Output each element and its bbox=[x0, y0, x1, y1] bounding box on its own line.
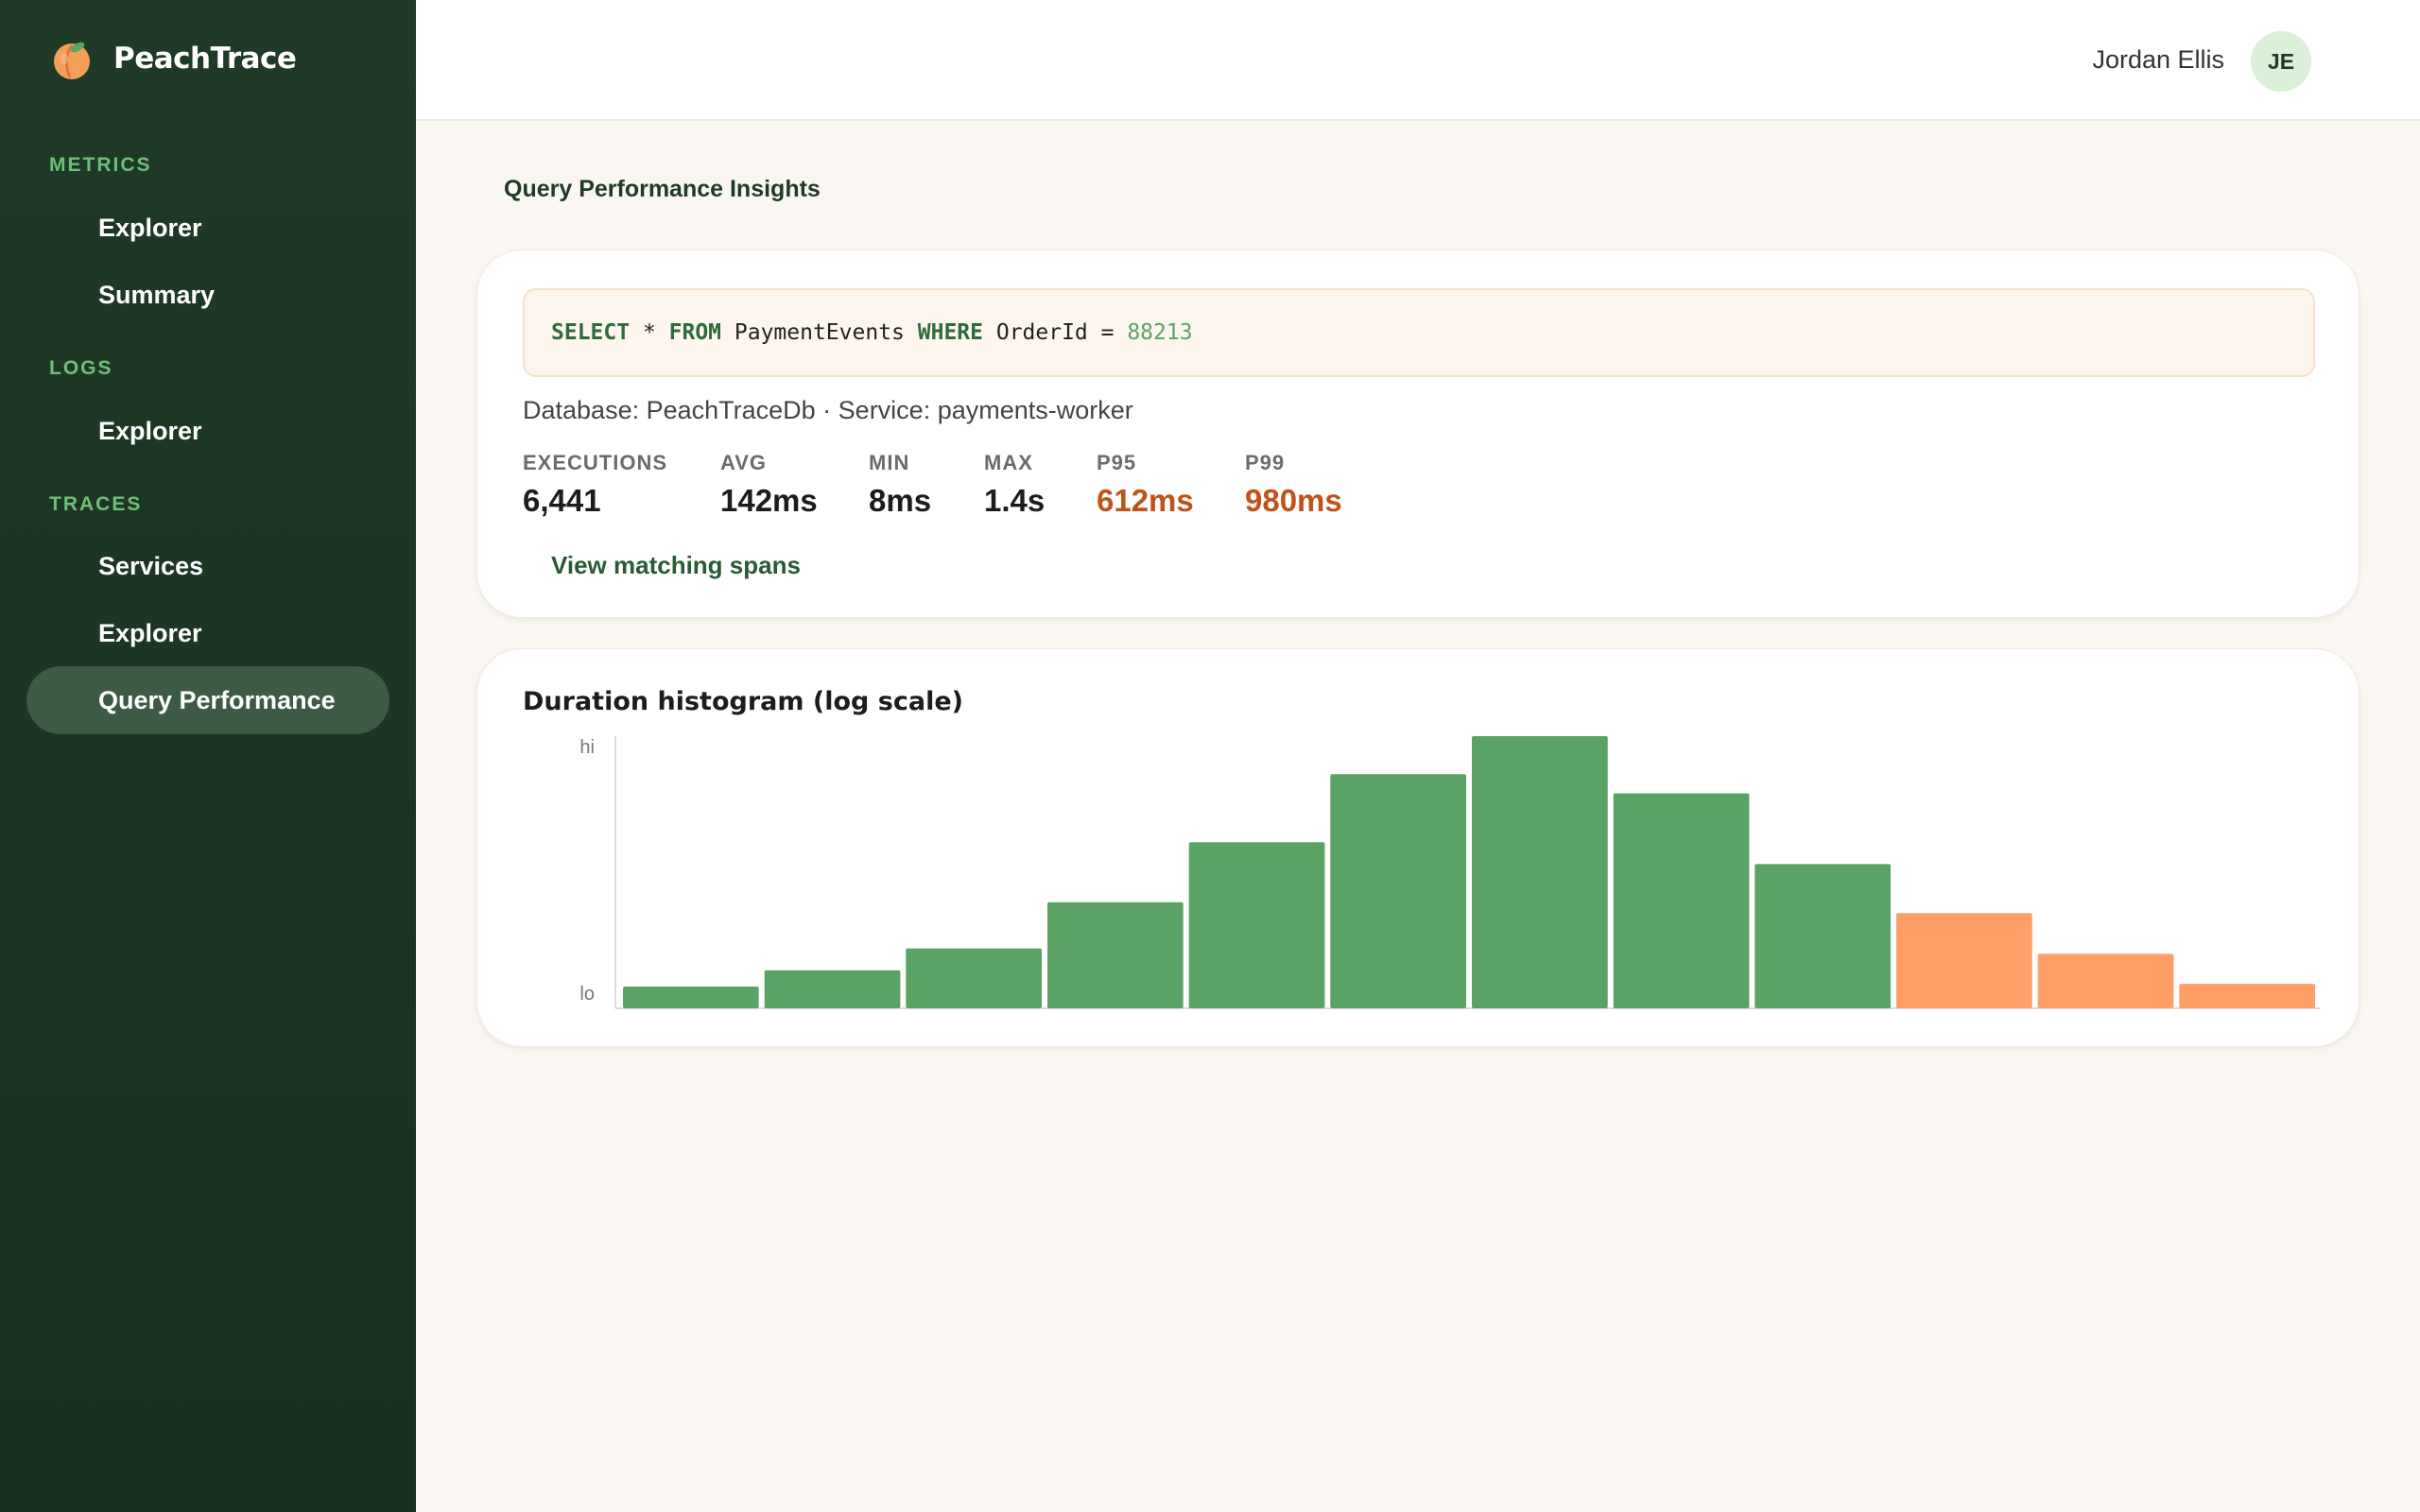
user-name[interactable]: Jordan Ellis bbox=[2092, 45, 2224, 74]
sidebar-item-query-performance[interactable]: Query Performance bbox=[26, 666, 389, 734]
stat-value: 8ms bbox=[869, 483, 932, 518]
histogram-title: Duration histogram (log scale) bbox=[523, 687, 963, 716]
sidebar-item-logs-explorer[interactable]: Explorer bbox=[98, 416, 202, 445]
stat-value: 980ms bbox=[1245, 483, 1342, 518]
histogram-bar[interactable] bbox=[1472, 736, 1608, 1008]
sql-number: 88213 bbox=[1127, 320, 1193, 345]
stat-label: MAX bbox=[984, 451, 1033, 474]
histogram-bar[interactable] bbox=[1754, 864, 1891, 1008]
stat-executions: EXECUTIONS 6,441 bbox=[523, 451, 667, 519]
sidebar-item-traces-services[interactable]: Services bbox=[98, 551, 204, 580]
sql-keyword: FROM bbox=[668, 320, 722, 345]
sql-text: * bbox=[630, 320, 669, 345]
histogram-bar-tail[interactable] bbox=[2037, 954, 2174, 1008]
brand[interactable]: PeachTrace bbox=[49, 36, 297, 81]
avatar[interactable]: JE bbox=[2251, 31, 2311, 92]
histogram-bar-tail[interactable] bbox=[1896, 913, 2032, 1008]
query-context: Database: PeachTraceDb · Service: paymen… bbox=[523, 396, 1133, 424]
stat-label: EXECUTIONS bbox=[523, 451, 668, 474]
sidebar-item-metrics-summary[interactable]: Summary bbox=[98, 280, 216, 309]
stat-p95: P95 612ms bbox=[1097, 451, 1194, 519]
stat-p99: P99 980ms bbox=[1245, 451, 1342, 519]
duration-histogram-chart: hi lo bbox=[579, 736, 2321, 1009]
histogram-bar[interactable] bbox=[1188, 842, 1325, 1008]
sidebar: PeachTrace METRICS Explorer Summary LOGS… bbox=[0, 0, 416, 1512]
histogram-card: Duration histogram (log scale) hi lo bbox=[476, 648, 2360, 1047]
stat-label: AVG bbox=[720, 451, 768, 474]
sql-text: PaymentEvents bbox=[721, 320, 918, 345]
page-title: Query Performance Insights bbox=[504, 176, 821, 202]
stat-label: P95 bbox=[1097, 451, 1137, 474]
stat-min: MIN 8ms bbox=[869, 451, 931, 519]
nav-section-logs: LOGS bbox=[49, 357, 113, 379]
sidebar-item-traces-explorer[interactable]: Explorer bbox=[98, 618, 202, 647]
histogram-bar[interactable] bbox=[906, 948, 1042, 1008]
histogram-bar[interactable] bbox=[1047, 902, 1184, 1008]
sidebar-item-metrics-explorer[interactable]: Explorer bbox=[98, 213, 202, 242]
view-matching-spans-link[interactable]: View matching spans bbox=[551, 551, 801, 579]
histogram-bar-tail[interactable] bbox=[2179, 984, 2315, 1008]
stat-value: 612ms bbox=[1097, 483, 1194, 518]
stat-label: MIN bbox=[869, 451, 910, 474]
stat-label: P99 bbox=[1245, 451, 1286, 474]
sql-query: SELECT * FROM PaymentEvents WHERE OrderI… bbox=[523, 288, 2315, 377]
y-tick-label: lo bbox=[579, 984, 595, 1005]
peach-logo-icon bbox=[54, 42, 90, 79]
main-content: Jordan Ellis JE Query Performance Insigh… bbox=[416, 0, 2420, 1512]
sql-text: OrderId = bbox=[983, 320, 1128, 345]
stat-value: 6,441 bbox=[523, 483, 601, 518]
sql-keyword: SELECT bbox=[551, 320, 631, 345]
y-tick-label: hi bbox=[579, 737, 595, 758]
histogram-bar[interactable] bbox=[623, 987, 759, 1008]
stat-max: MAX 1.4s bbox=[984, 451, 1045, 519]
brand-name: PeachTrace bbox=[113, 42, 297, 76]
histogram-bar[interactable] bbox=[764, 970, 901, 1008]
stat-avg: AVG 142ms bbox=[720, 451, 818, 519]
stat-value: 142ms bbox=[720, 483, 818, 518]
histogram-bar[interactable] bbox=[1613, 793, 1750, 1009]
stat-value: 1.4s bbox=[984, 483, 1046, 518]
histogram-bar[interactable] bbox=[1330, 774, 1466, 1008]
query-card: SELECT * FROM PaymentEvents WHERE OrderI… bbox=[476, 249, 2360, 618]
topbar: Jordan Ellis JE bbox=[416, 0, 2420, 121]
sql-keyword: WHERE bbox=[917, 320, 983, 345]
nav-section-metrics: METRICS bbox=[49, 154, 152, 176]
nav-section-traces: TRACES bbox=[49, 493, 143, 515]
